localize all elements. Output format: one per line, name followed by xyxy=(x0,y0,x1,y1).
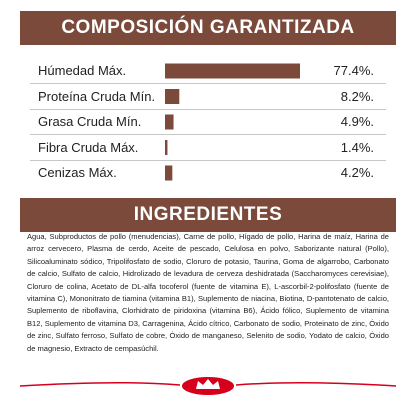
nutrient-value: 4.9%. xyxy=(340,114,374,129)
nutrient-value: 8.2%. xyxy=(340,88,374,104)
bar xyxy=(165,63,300,79)
nutrient-label: Grasa Cruda Mín. xyxy=(38,114,142,129)
row-separator xyxy=(30,108,386,110)
nutrient-label: Húmedad Máx. xyxy=(38,63,127,78)
bar xyxy=(165,114,174,130)
nutrient-label: Proteína Cruda Mín. xyxy=(38,88,156,104)
composition-title: COMPOSICIÓN GARANTIZADA xyxy=(20,11,396,45)
bar xyxy=(165,165,173,181)
nutrient-label: Fibra Cruda Máx. xyxy=(38,139,139,155)
bar xyxy=(165,89,180,104)
ingredients-title: INGREDIENTES xyxy=(20,198,396,232)
bar xyxy=(165,140,168,155)
row-separator xyxy=(30,83,386,84)
ingredients-text: Agua, Subproductos de pollo (menudencias… xyxy=(27,232,389,353)
nutrient-value: 1.4%. xyxy=(340,139,374,155)
footer-line xyxy=(19,381,397,387)
nutrient-value: 77.4%. xyxy=(333,63,374,78)
row-separator xyxy=(30,159,386,161)
logo xyxy=(182,377,234,395)
nutrient-value: 4.2%. xyxy=(340,165,374,180)
nutrient-label: Cenizas Máx. xyxy=(38,165,117,180)
row-separator xyxy=(30,134,386,135)
